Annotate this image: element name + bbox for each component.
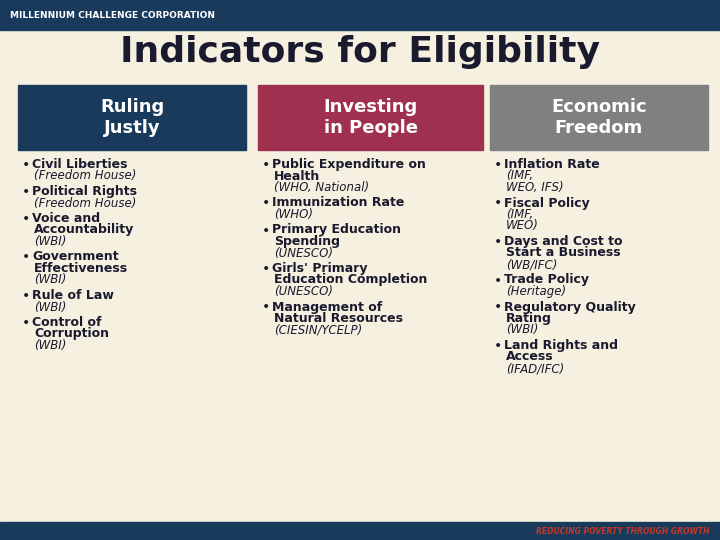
Text: Rule of Law: Rule of Law [32, 289, 114, 302]
Text: •: • [22, 158, 30, 172]
Text: Days and Cost to: Days and Cost to [504, 235, 623, 248]
Text: (WBI): (WBI) [34, 273, 66, 287]
Text: (WHO): (WHO) [274, 208, 313, 221]
Text: •: • [22, 251, 30, 265]
Text: •: • [22, 289, 30, 303]
Text: Ruling
Justly: Ruling Justly [100, 98, 164, 137]
Text: MILLENNIUM CHALLENGE CORPORATION: MILLENNIUM CHALLENGE CORPORATION [10, 10, 215, 19]
Text: (WB/IFC): (WB/IFC) [506, 258, 557, 271]
Text: (IFAD/IFC): (IFAD/IFC) [506, 362, 564, 375]
Text: (IMF,: (IMF, [506, 170, 534, 183]
Text: WEO): WEO) [506, 219, 539, 233]
Text: •: • [262, 300, 270, 314]
Text: Civil Liberties: Civil Liberties [32, 158, 127, 171]
Text: Spending: Spending [274, 235, 340, 248]
Text: •: • [22, 212, 30, 226]
Text: Health: Health [274, 170, 320, 183]
Text: Land Rights and: Land Rights and [504, 339, 618, 352]
Text: •: • [262, 197, 270, 211]
Text: Immunization Rate: Immunization Rate [272, 197, 405, 210]
Text: Corruption: Corruption [34, 327, 109, 341]
Bar [0, 522, 720, 540]
Text: (CIESIN/YCELP): (CIESIN/YCELP) [274, 323, 362, 336]
Text: (WBI): (WBI) [34, 300, 66, 314]
Text: Government: Government [32, 251, 119, 264]
Text: Voice and: Voice and [32, 212, 100, 225]
Text: Fiscal Policy: Fiscal Policy [504, 197, 590, 210]
Text: (UNESCO): (UNESCO) [274, 246, 333, 260]
Text: •: • [494, 235, 503, 249]
Text: (WBI): (WBI) [34, 339, 66, 352]
Text: •: • [22, 185, 30, 199]
Text: Access: Access [506, 350, 554, 363]
Text: (Freedom House): (Freedom House) [34, 197, 136, 210]
Text: •: • [262, 262, 270, 276]
Bar [0, 0, 720, 30]
Text: •: • [262, 158, 270, 172]
Text: Rating: Rating [506, 312, 552, 325]
Text: (WBI): (WBI) [34, 235, 66, 248]
Text: •: • [494, 339, 503, 353]
Text: Indicators for Eligibility: Indicators for Eligibility [120, 35, 600, 69]
Text: •: • [494, 273, 503, 287]
Text: Regulatory Quality: Regulatory Quality [504, 300, 636, 314]
Text: •: • [262, 224, 270, 238]
Text: WEO, IFS): WEO, IFS) [506, 181, 564, 194]
Text: Public Expenditure on: Public Expenditure on [272, 158, 426, 171]
Text: Accountability: Accountability [34, 224, 134, 237]
Text: •: • [494, 197, 503, 211]
Text: •: • [494, 158, 503, 172]
Text: (WBI): (WBI) [506, 323, 539, 336]
Text: Management of: Management of [272, 300, 382, 314]
Text: Effectiveness: Effectiveness [34, 262, 128, 275]
Text: Girls' Primary: Girls' Primary [272, 262, 367, 275]
Text: (Freedom House): (Freedom House) [34, 170, 136, 183]
Text: (IMF,: (IMF, [506, 208, 534, 221]
Text: Start a Business: Start a Business [506, 246, 621, 260]
Text: Inflation Rate: Inflation Rate [504, 158, 600, 171]
Text: Political Rights: Political Rights [32, 185, 137, 198]
Text: REDUCING POVERTY THROUGH GROWTH: REDUCING POVERTY THROUGH GROWTH [536, 526, 710, 536]
Text: •: • [494, 300, 503, 314]
Text: Trade Policy: Trade Policy [504, 273, 589, 287]
Text: (Heritage): (Heritage) [506, 285, 566, 298]
Text: Investing
in People: Investing in People [323, 98, 418, 137]
Bar [258, 85, 483, 150]
Text: Education Completion: Education Completion [274, 273, 428, 287]
Text: (UNESCO): (UNESCO) [274, 285, 333, 298]
Text: Economic
Freedom: Economic Freedom [552, 98, 647, 137]
Text: Primary Education: Primary Education [272, 224, 401, 237]
Bar [18, 85, 246, 150]
Bar [490, 85, 708, 150]
Text: Natural Resources: Natural Resources [274, 312, 403, 325]
Text: Control of: Control of [32, 316, 102, 329]
Text: (WHO, National): (WHO, National) [274, 181, 369, 194]
Text: •: • [22, 316, 30, 330]
